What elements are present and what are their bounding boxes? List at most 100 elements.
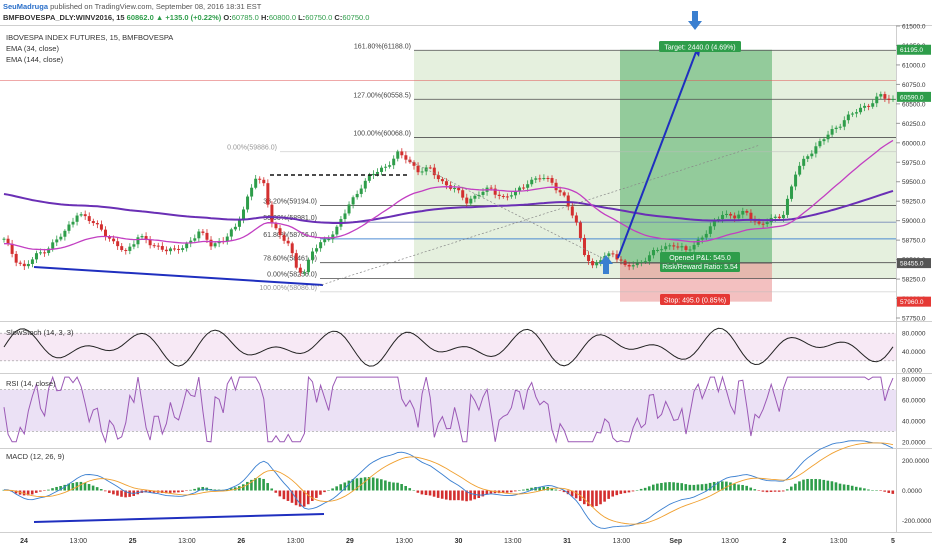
price-tick-label: 60500.0	[902, 101, 926, 108]
stop-price-badge: 57960.0	[900, 299, 924, 306]
macd-histogram-bar	[112, 490, 115, 495]
macd-histogram-bar	[741, 484, 744, 491]
macd-histogram-bar	[891, 490, 895, 494]
time-label: 13:00	[287, 538, 305, 545]
macd-histogram-bar	[790, 486, 793, 491]
candle-body	[14, 253, 18, 263]
candle-body	[676, 246, 680, 248]
macd-histogram-bar	[591, 490, 594, 507]
stoch-band	[0, 333, 896, 361]
macd-histogram-bar	[810, 479, 813, 491]
macd-histogram-bar	[83, 482, 87, 491]
candle-body	[315, 248, 319, 252]
macd-histogram-bar	[95, 487, 99, 491]
candle-body	[846, 114, 850, 121]
macd-histogram-bar	[39, 490, 42, 492]
candle-body	[384, 166, 388, 168]
candle-body	[22, 263, 26, 267]
candle-body	[95, 223, 99, 225]
macd-histogram-bar	[440, 490, 444, 499]
rsi-tick-label: 20.0000	[902, 439, 926, 446]
last-price-badge-bg	[897, 91, 931, 102]
macd-histogram-bar	[481, 490, 485, 497]
candle-body	[830, 129, 834, 135]
macd-histogram-bar	[769, 490, 773, 492]
candle-body	[781, 214, 785, 219]
candle-body	[814, 146, 818, 154]
macd-histogram-bar	[765, 490, 769, 493]
stoch-tick-label: 80.0000	[902, 331, 926, 338]
candle-body	[99, 224, 103, 230]
candle-body	[75, 215, 79, 222]
dotted-projection[interactable]	[407, 159, 611, 263]
macd-histogram-bar	[859, 487, 862, 491]
candle-body	[278, 228, 282, 236]
candle-body	[651, 250, 655, 256]
candle-body	[59, 236, 63, 240]
macd-histogram-bar	[639, 488, 643, 491]
author-link[interactable]: SeuMadruga	[3, 2, 49, 11]
macd-histogram-bar	[684, 484, 688, 491]
candle-body	[822, 139, 826, 142]
price-tick-label: 60750.0	[902, 82, 926, 89]
candle-body	[229, 229, 233, 237]
macd-histogram-bar	[842, 484, 846, 491]
projection-arrow-line[interactable]	[617, 51, 697, 259]
macd-histogram-bar	[651, 484, 655, 491]
macd-histogram-bar	[822, 479, 826, 491]
candle-body	[359, 188, 363, 194]
macd-histogram-bar	[668, 482, 671, 491]
macd-histogram-bar	[51, 488, 54, 491]
macd-histogram-bar	[436, 490, 440, 498]
candle-body	[144, 236, 148, 240]
candle-body	[477, 194, 481, 196]
candle-body	[286, 240, 290, 244]
main-title: IBOVESPA INDEX FUTURES, 15, BMFBOVESPA	[6, 33, 173, 42]
macd-line	[3, 440, 894, 529]
macd-signal-line	[3, 442, 894, 525]
macd-histogram-bar	[250, 479, 253, 491]
candle-body	[854, 112, 858, 114]
candle-body	[160, 246, 164, 250]
candle-body	[290, 243, 294, 254]
candle-body	[570, 206, 574, 216]
macd-histogram-bar	[680, 483, 684, 491]
candle-body	[595, 262, 599, 266]
macd-histogram-bar	[99, 489, 103, 491]
macd-histogram-bar	[777, 490, 781, 492]
target-label-bg	[659, 41, 741, 52]
fib-retracement[interactable]: 161.80%(61188.0) 127.00%(60558.5) 100.00%(…	[0, 43, 896, 293]
candle-body	[335, 226, 339, 235]
candle-body	[120, 246, 124, 251]
macd-histogram-bar	[63, 484, 66, 491]
macd-histogram-bar	[449, 490, 452, 501]
trendline-price[interactable]	[33, 266, 324, 286]
candle-body	[132, 244, 136, 247]
candle-body	[371, 173, 375, 176]
macd-histogram-bar	[67, 483, 71, 491]
candle-body	[270, 204, 274, 224]
candle-body	[834, 127, 838, 130]
candle-body	[891, 98, 895, 100]
macd-histogram-bar	[838, 483, 842, 491]
candle-body	[116, 241, 120, 247]
long-position[interactable]: Target: 2440.0 (4.69%) Stop: 495.0 (0.85%…	[620, 41, 772, 305]
close-label: C:	[334, 13, 343, 22]
pl-label: Opened P&L: 545.0	[669, 255, 731, 262]
ema144-line	[3, 189, 894, 224]
macd-histogram-bar	[582, 490, 586, 505]
dotted-projection[interactable]	[317, 144, 761, 287]
candle-body	[436, 175, 440, 180]
macd-histogram-bar	[124, 490, 127, 498]
price-tick-label: 59750.0	[902, 160, 926, 167]
trendline-macd[interactable]	[33, 513, 325, 523]
macd-histogram-bar	[761, 490, 765, 492]
candle-body	[250, 187, 254, 197]
candle-body	[765, 222, 769, 225]
time-label: 2	[782, 538, 786, 545]
macd-histogram-bar	[887, 490, 891, 493]
macd-histogram-bar	[229, 488, 233, 491]
macd-histogram-bar	[367, 477, 371, 491]
candle-body	[631, 265, 635, 267]
